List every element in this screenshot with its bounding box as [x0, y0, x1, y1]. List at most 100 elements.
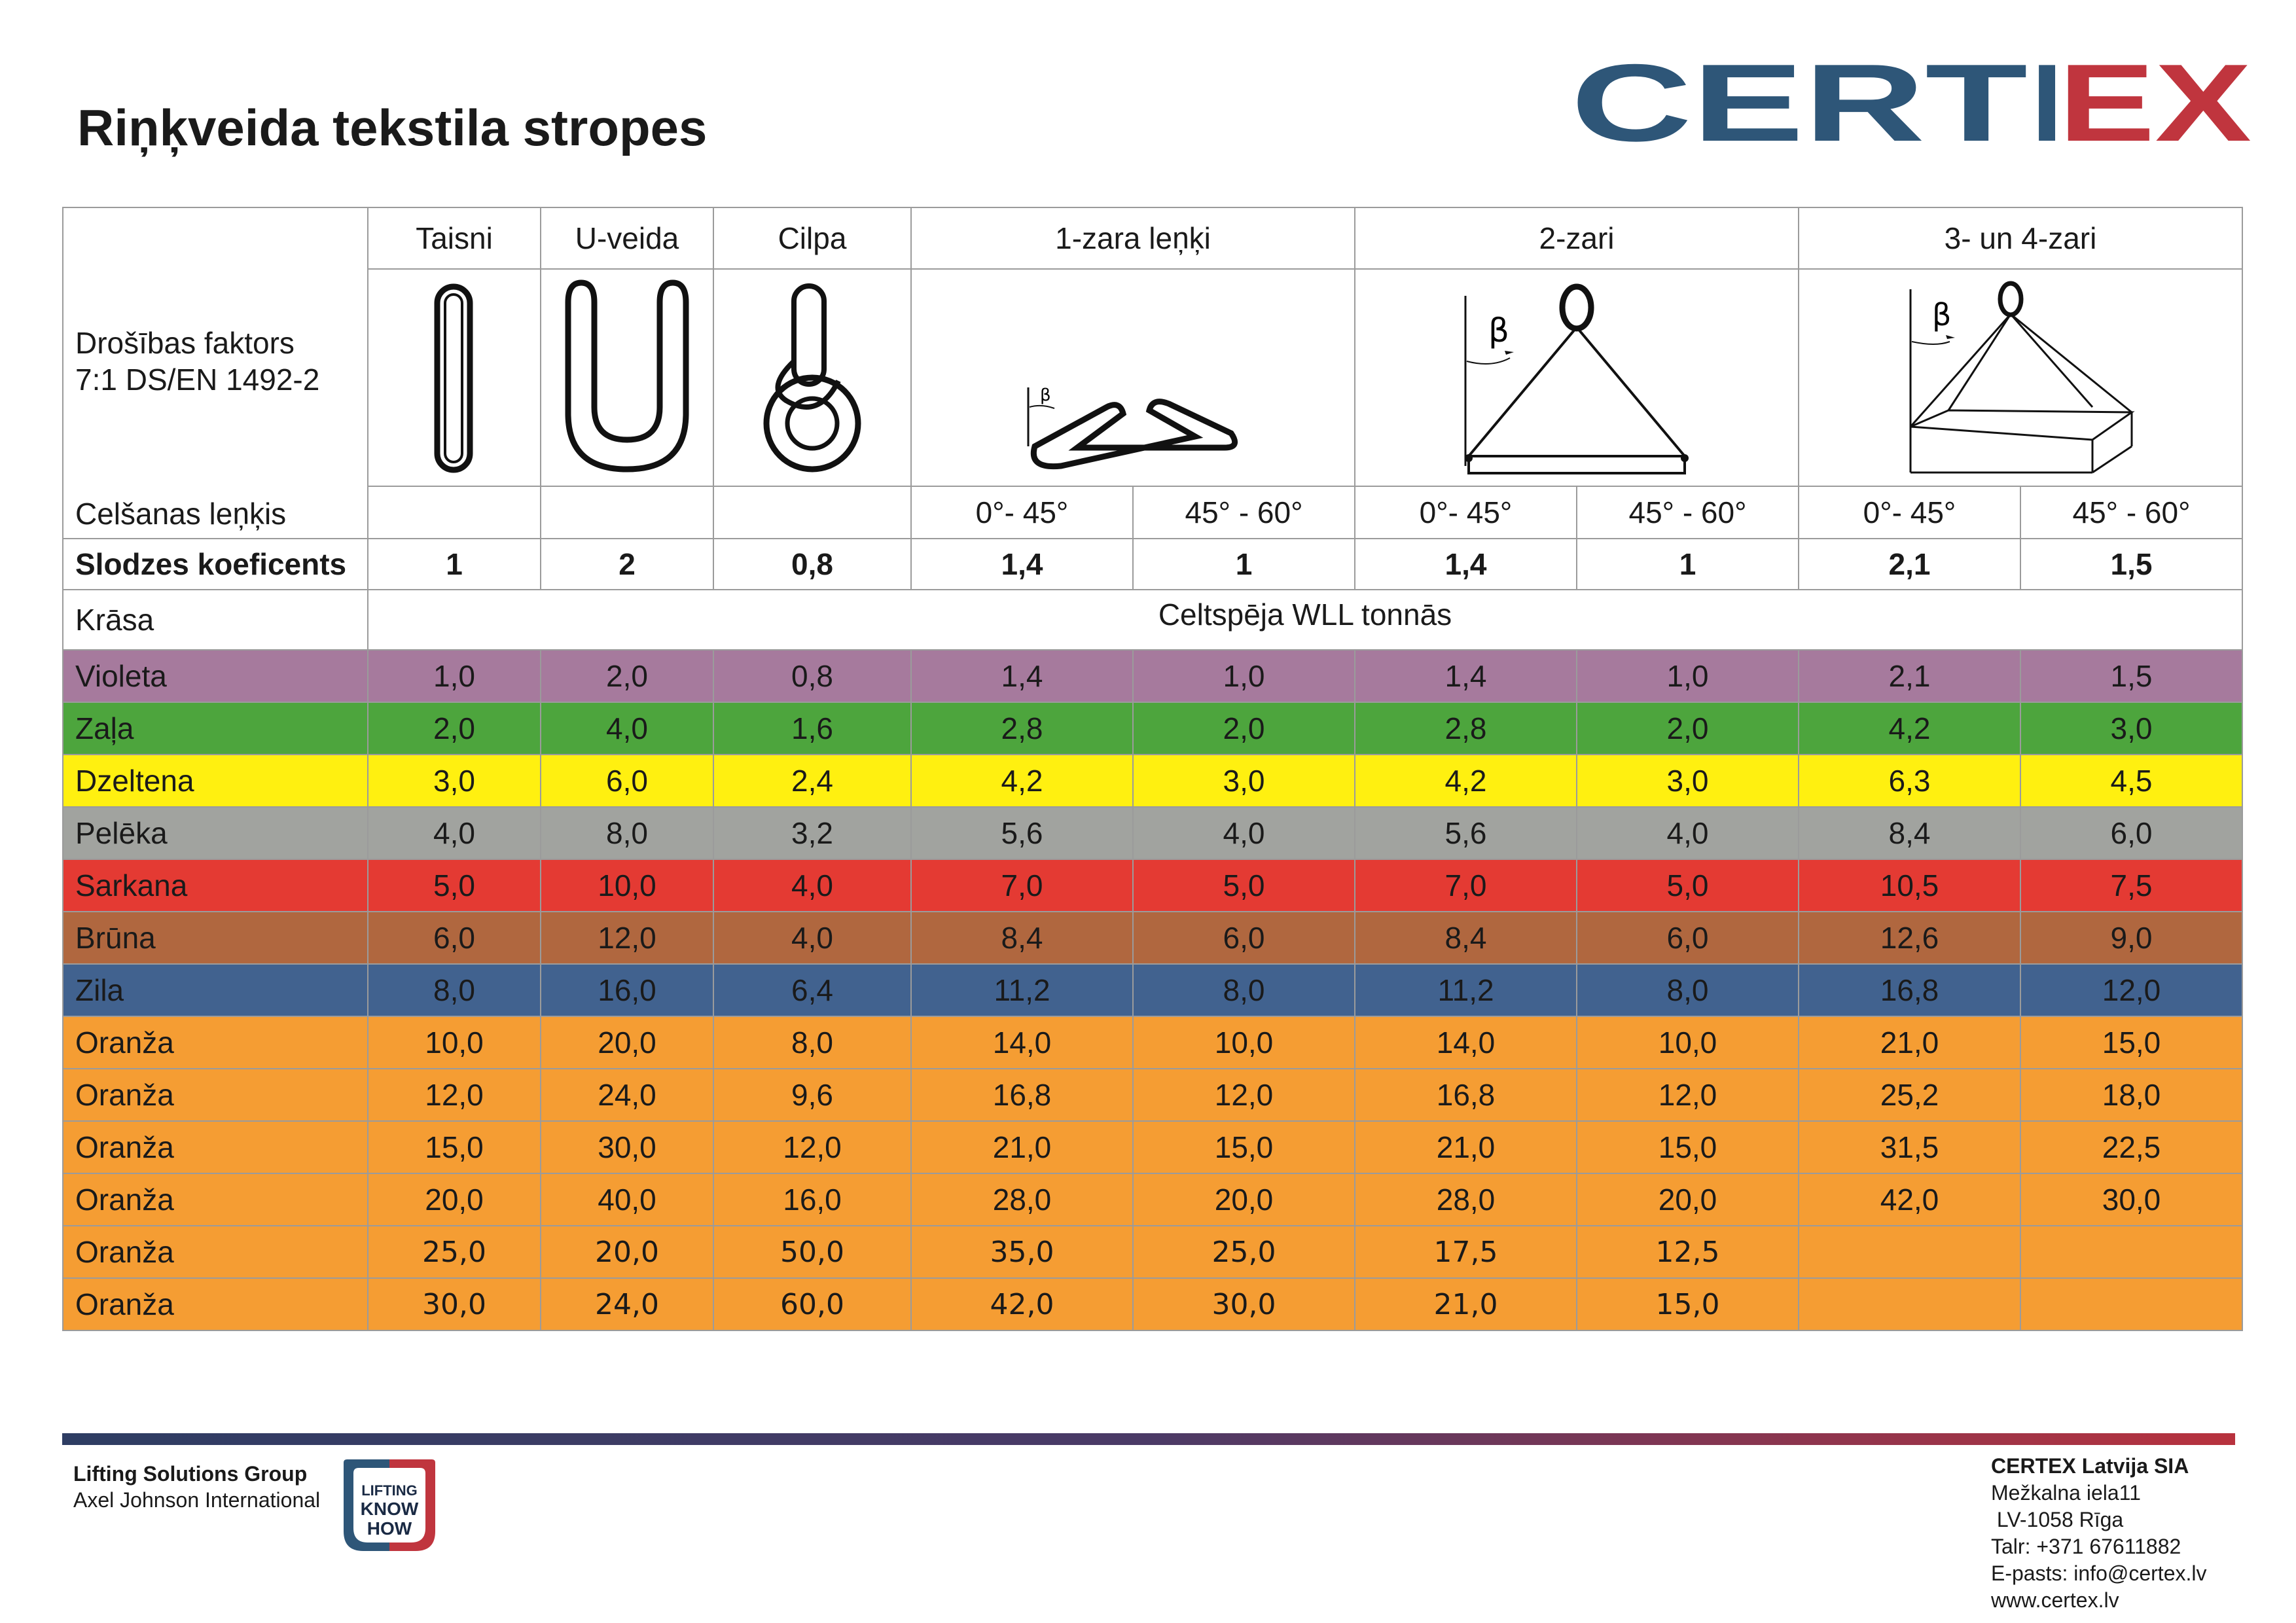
wll-cell: 3,0	[2020, 702, 2243, 755]
wll-cell: 22,5	[2020, 1120, 2243, 1174]
group-header-1-zara: 1-zara leņķi	[910, 207, 1355, 270]
wll-cell: 5,0	[1576, 859, 1799, 912]
coef-cell: 1,4	[910, 538, 1134, 590]
four-leg-cell: β	[1798, 268, 2243, 487]
wll-cell: 1,6	[713, 702, 912, 755]
four-leg-icon: β	[1909, 281, 2135, 474]
wll-cell: 5,0	[1132, 859, 1355, 912]
wll-cell	[2020, 1277, 2243, 1331]
angle-cell: 45° - 60°	[1576, 486, 1799, 539]
address-line-1: Mežkalna iela11	[1991, 1481, 2141, 1505]
wll-cell: 4,0	[1576, 806, 1799, 860]
wll-cell: 11,2	[910, 963, 1134, 1017]
angle-cell: 0°- 45°	[1354, 486, 1577, 539]
lifting-know-how-badge: LIFTING KNOW HOW	[344, 1459, 435, 1551]
coef-cell: 1,4	[1354, 538, 1577, 590]
angle-cell: 45° - 60°	[2020, 486, 2243, 539]
table-row: Sarkana 5,0 10,0 4,0 7,0 5,0 7,0 5,0 10,5 7,5	[62, 859, 2243, 912]
wll-cell: 2,0	[1576, 702, 1799, 755]
group-header-taisni: Taisni	[367, 207, 541, 270]
wll-cell: 6,0	[1132, 911, 1355, 965]
wll-cell: 10,0	[540, 859, 714, 912]
safety-factor-label: Drošības faktors	[75, 326, 295, 360]
row-color-name: Oranža	[62, 1225, 368, 1279]
wll-cell: 4,0	[713, 911, 912, 965]
wll-cell: 1,0	[367, 649, 541, 703]
table-row: Oranža 20,0 40,0 16,0 28,0 20,0 28,0 20,0 42,0 30…	[62, 1173, 2243, 1226]
wll-cell: 16,8	[910, 1068, 1134, 1122]
wll-cell: 8,0	[713, 1016, 912, 1069]
beta-symbol: β	[1488, 312, 1509, 349]
row-color-name: Zaļa	[62, 702, 368, 755]
wll-cell: 3,0	[1576, 754, 1799, 808]
wll-cell: 9,0	[2020, 911, 2243, 965]
wll-cell: 40,0	[540, 1173, 714, 1226]
wll-cell: 12,0	[540, 911, 714, 965]
table-row: Oranža 25,0 20,0 50,0 35,0 25,0 17,5 12,5	[62, 1225, 2243, 1279]
coef-cell: 1,5	[2020, 538, 2243, 590]
group-header-2-zari: 2-zari	[1354, 207, 1799, 270]
wll-cell	[2020, 1225, 2243, 1279]
wll-cell: 28,0	[910, 1173, 1134, 1226]
wll-cell: 12,0	[713, 1120, 912, 1174]
footer-group-name: Lifting Solutions Group	[73, 1462, 308, 1486]
wll-cell: 21,0	[910, 1120, 1134, 1174]
safety-standard-label: 7:1 DS/EN 1492-2	[75, 363, 320, 397]
row-color-name: Oranža	[62, 1277, 368, 1331]
wll-cell: 24,0	[540, 1277, 714, 1331]
u-sling-cell	[540, 268, 714, 487]
row-color-name: Brūna	[62, 911, 368, 965]
footer-left: Lifting Solutions Group Axel Johnson Int…	[73, 1461, 320, 1513]
wll-cell: 12,5	[1576, 1225, 1799, 1279]
wll-cell: 14,0	[910, 1016, 1134, 1069]
lift-angle-label: Celšanas leņķis	[75, 497, 287, 531]
group-header-cilpa: Cilpa	[713, 207, 912, 270]
wll-cell: 20,0	[367, 1173, 541, 1226]
wll-cell: 4,0	[367, 806, 541, 860]
wll-cell: 20,0	[1576, 1173, 1799, 1226]
website: www.certex.lv	[1991, 1588, 2119, 1612]
wll-cell	[1798, 1277, 2021, 1331]
wll-cell: 2,8	[910, 702, 1134, 755]
data-rows: Violeta 1,0 2,0 0,8 1,4 1,0 1,4 1,0 2,1 1,5 Zaļa 2,…	[62, 649, 2243, 1331]
wll-cell: 5,0	[367, 859, 541, 912]
two-leg-cell: β	[1354, 268, 1799, 487]
wll-cell: 6,0	[1576, 911, 1799, 965]
table-row: Zaļa 2,0 4,0 1,6 2,8 2,0 2,8 2,0 4,2 3,0	[62, 702, 2243, 755]
wll-cell: 9,6	[713, 1068, 912, 1122]
wll-cell: 30,0	[540, 1120, 714, 1174]
wll-cell: 16,8	[1354, 1068, 1577, 1122]
wll-cell: 20,0	[1132, 1173, 1355, 1226]
wll-cell: 4,2	[1354, 754, 1577, 808]
straight-sling-icon	[434, 283, 473, 473]
wll-label: Celtspēja WLL tonnās	[367, 589, 2243, 651]
wll-cell: 4,0	[713, 859, 912, 912]
row-color-name: Oranža	[62, 1016, 368, 1069]
wll-cell: 21,0	[1354, 1277, 1577, 1331]
address-line-2: LV-1058 Rīga	[1991, 1508, 2124, 1531]
table-row: Dzeltena 3,0 6,0 2,4 4,2 3,0 4,2 3,0 6,3 4,5	[62, 754, 2243, 808]
row-color-name: Violeta	[62, 649, 368, 703]
wll-cell: 17,5	[1354, 1225, 1577, 1279]
wll-cell: 15,0	[2020, 1016, 2243, 1069]
single-leg-angle-cell: β	[910, 268, 1355, 487]
wll-cell: 30,0	[367, 1277, 541, 1331]
wll-cell: 21,0	[1354, 1120, 1577, 1174]
table-row: Oranža 30,0 24,0 60,0 42,0 30,0 21,0 15,0	[62, 1277, 2243, 1331]
group-header-3-4-zari: 3- un 4-zari	[1798, 207, 2243, 270]
wll-cell: 8,0	[1132, 963, 1355, 1017]
wll-cell: 15,0	[1576, 1277, 1799, 1331]
straight-sling-cell	[367, 268, 541, 487]
wll-cell	[1798, 1225, 2021, 1279]
wll-cell: 4,0	[540, 702, 714, 755]
badge-line-2: KNOW	[361, 1499, 419, 1519]
beta-symbol: β	[1040, 385, 1051, 405]
wll-cell: 60,0	[713, 1277, 912, 1331]
row-color-name: Oranža	[62, 1120, 368, 1174]
wll-cell: 2,0	[1132, 702, 1355, 755]
wll-cell: 10,0	[1576, 1016, 1799, 1069]
wll-cell: 30,0	[2020, 1173, 2243, 1226]
wll-cell: 8,4	[1354, 911, 1577, 965]
wll-cell: 11,2	[1354, 963, 1577, 1017]
wll-cell: 15,0	[1576, 1120, 1799, 1174]
